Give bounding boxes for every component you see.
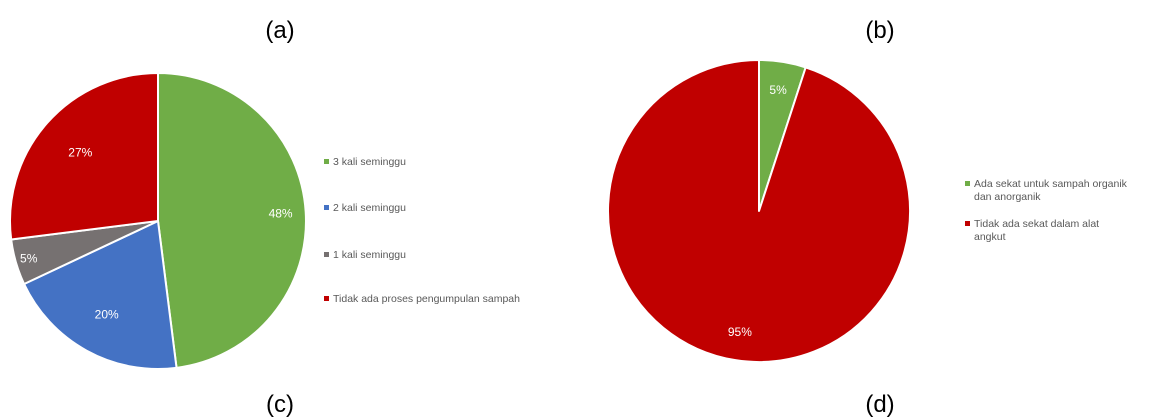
pie-a-slice-3 (9, 72, 159, 241)
pie-a-legend-label-2: 1 kali seminggu (333, 249, 406, 261)
pie-chart-a: 48% 20% 5% 27% (9, 72, 307, 370)
pie-b-legend-swatch-1 (965, 221, 970, 226)
pie-b-slice-1 (607, 59, 911, 363)
pie-a-legend-swatch-2 (324, 252, 329, 257)
pie-b-legend-label-1: Tidak ada sekat dalam alat (974, 218, 1099, 230)
pie-b-data-label-1: 95% (728, 325, 752, 339)
panel-label-a: (a) (265, 17, 294, 44)
pie-b-legend-label-0: Ada sekat untuk sampah organik (974, 178, 1128, 190)
panel-label-c: (c) (266, 391, 294, 418)
panel-label-d: (d) (865, 391, 894, 418)
pie-a-legend-swatch-3 (324, 296, 329, 301)
pie-a-legend-label-0: 3 kali seminggu (333, 156, 406, 168)
pie-a-data-label-1: 20% (95, 307, 119, 321)
pie-a-legend-swatch-1 (324, 205, 329, 210)
pie-a-legend-label-1: 2 kali seminggu (333, 202, 406, 214)
pie-b-legend-label-1-line-1: angkut (974, 231, 1006, 243)
pie-a-slice-0 (157, 72, 307, 369)
legend-a: 3 kali seminggu 2 kali seminggu 1 kali sem… (324, 156, 520, 305)
pie-a-legend-swatch-0 (324, 159, 329, 164)
pie-b-data-label-0: 5% (769, 83, 787, 97)
pie-b-legend-label-0-line-1: dan anorganik (974, 191, 1041, 203)
pie-a-slice-1 (23, 220, 178, 370)
pie-a-data-label-0: 48% (269, 206, 293, 220)
pie-chart-b: 5% 95% (607, 59, 911, 363)
pie-a-data-label-3: 27% (68, 146, 92, 160)
pie-a-data-label-2: 5% (20, 252, 38, 266)
pie-a-legend-label-3: Tidak ada proses pengumpulan sampah (333, 293, 520, 305)
pie-b-legend-swatch-0 (965, 181, 970, 186)
panel-label-b: (b) (865, 17, 894, 44)
